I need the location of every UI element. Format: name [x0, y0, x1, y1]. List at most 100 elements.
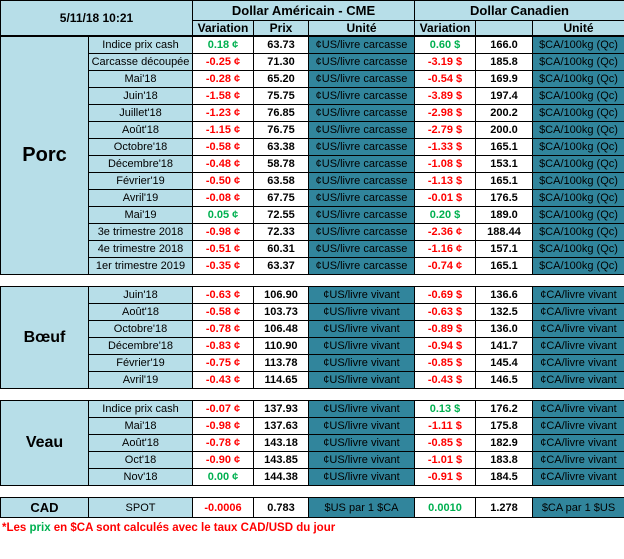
table-row: Octobre'18 -0.58 ¢ 63.38 ¢US/livre carcasse… — [1, 138, 624, 156]
variation-cad: -0.43 $ — [414, 371, 476, 389]
price-cad: 184.5 — [475, 468, 533, 486]
variation-usd: 0.00 ¢ — [192, 468, 254, 486]
price-usd: 67.75 — [253, 189, 309, 207]
variation-cad: -2.36 ¢ — [414, 223, 476, 241]
variation-usd: -0.58 ¢ — [192, 303, 254, 321]
price-cad: 141.7 — [475, 337, 533, 355]
row-label: Juin'18 — [88, 87, 193, 105]
unit-cad: ¢CA/livre vivant — [532, 303, 624, 321]
variation-usd: -0.78 ¢ — [192, 434, 254, 452]
row-label: Août'18 — [88, 434, 193, 452]
unit-cad: $CA par 1 $US — [532, 497, 624, 518]
price-cad: 189.0 — [475, 206, 533, 224]
table-row: Février'19 -0.50 ¢ 63.58 ¢US/livre carcasse… — [1, 172, 624, 190]
unit-cad: $CA/100kg (Qc) — [532, 36, 624, 54]
variation-cad: -3.19 $ — [414, 53, 476, 71]
row-label: Octobre'18 — [88, 320, 193, 338]
row-label: Nov'18 — [88, 468, 193, 486]
price-usd: 113.78 — [253, 354, 309, 372]
unit-usd: ¢US/livre vivant — [308, 371, 415, 389]
price-usd: 75.75 — [253, 87, 309, 105]
variation-cad: 0.20 $ — [414, 206, 476, 224]
table-row: Août'18 -1.15 ¢ 76.75 ¢US/livre carcasse -2.… — [1, 121, 624, 139]
row-label: Décembre'18 — [88, 337, 193, 355]
row-label: Indice prix cash — [88, 36, 193, 54]
row-label: Avril'19 — [88, 189, 193, 207]
unit-cad: ¢CA/livre vivant — [532, 400, 624, 418]
row-label: Mai'19 — [88, 206, 193, 224]
section-label-veau: Veau — [0, 400, 89, 486]
variation-cad: -0.89 $ — [414, 320, 476, 338]
unit-cad: $CA/100kg (Qc) — [532, 70, 624, 88]
table-row: Juillet'18 -1.23 ¢ 76.85 ¢US/livre carcasse… — [1, 104, 624, 122]
unit-cad: ¢CA/livre vivant — [532, 371, 624, 389]
price-cad: 176.2 — [475, 400, 533, 418]
price-cad: 188.44 — [475, 223, 533, 241]
table-row: 4e trimestre 2018 -0.51 ¢ 60.31 ¢US/livre c… — [1, 240, 624, 258]
price-usd: 58.78 — [253, 155, 309, 173]
price-usd: 106.48 — [253, 320, 309, 338]
datetime: 5/11/18 10:21 — [0, 0, 193, 36]
row-label: Octobre'18 — [88, 138, 193, 156]
table-row: Juin'18 -1.58 ¢ 75.75 ¢US/livre carcasse -3.… — [1, 87, 624, 105]
unit-cad: ¢CA/livre vivant — [532, 320, 624, 338]
variation-usd: 0.18 ¢ — [192, 36, 254, 54]
row-label: SPOT — [88, 497, 193, 518]
row-label: Oct'18 — [88, 451, 193, 469]
price-cad: 197.4 — [475, 87, 533, 105]
unit-usd: ¢US/livre carcasse — [308, 138, 415, 156]
variation-usd: -0.63 ¢ — [192, 286, 254, 304]
usd-column-title: Dollar Américain - CME — [191, 0, 416, 21]
row-label: Indice prix cash — [88, 400, 193, 418]
table-row: 3e trimestre 2018 -0.98 ¢ 72.33 ¢US/livre c… — [1, 223, 624, 241]
unit-cad: $CA/100kg (Qc) — [532, 104, 624, 122]
variation-usd: -0.58 ¢ — [192, 138, 254, 156]
unit-cad: $CA/100kg (Qc) — [532, 87, 624, 105]
unit-usd: ¢US/livre vivant — [308, 400, 415, 418]
row-label: Février'19 — [88, 354, 193, 372]
price-sections: Porc Indice prix cash 0.18 ¢ 63.73 ¢US/livre… — [0, 36, 624, 518]
unit-usd: ¢US/livre vivant — [308, 337, 415, 355]
variation-usd: -0.35 ¢ — [192, 257, 254, 275]
table-row: Porc Indice prix cash 0.18 ¢ 63.73 ¢US/livre… — [0, 36, 624, 275]
cad-column-title: Dollar Canadien — [414, 0, 624, 21]
header-row-columns: Variation Prix Unité Variation Unité — [1, 20, 624, 36]
unit-usd: ¢US/livre carcasse — [308, 70, 415, 88]
row-label: Août'18 — [88, 303, 193, 321]
unit-usd: ¢US/livre carcasse — [308, 257, 415, 275]
table-row: Carcasse découpée -0.25 ¢ 71.30 ¢US/livre c… — [1, 53, 624, 71]
table-row: Mai'19 0.05 ¢ 72.55 ¢US/livre carcasse 0.20 … — [1, 206, 624, 224]
footnote-text-highlight: prix — [29, 522, 51, 534]
unit-usd: ¢US/livre vivant — [308, 451, 415, 469]
table-row: 1er trimestre 2019 -0.35 ¢ 63.37 ¢US/livre … — [1, 257, 624, 275]
price-usd: 144.38 — [253, 468, 309, 486]
variation-cad: -0.69 $ — [414, 286, 476, 304]
price-usd: 76.85 — [253, 104, 309, 122]
price-usd: 106.90 — [253, 286, 309, 304]
table-row: Février'19 -0.75 ¢ 113.78 ¢US/livre vivant -… — [1, 354, 624, 372]
unit-cad: ¢CA/livre vivant — [532, 468, 624, 486]
row-label: Février'19 — [88, 172, 193, 190]
price-usd: 63.73 — [253, 36, 309, 54]
unit-usd: ¢US/livre vivant — [308, 417, 415, 435]
price-cad: 1.278 — [475, 497, 533, 518]
variation-usd: -0.75 ¢ — [192, 354, 254, 372]
price-cad: 182.9 — [475, 434, 533, 452]
table-row: Oct'18 -0.90 ¢ 143.85 ¢US/livre vivant -1.01… — [1, 451, 624, 469]
table-row: CAD SPOT -0.0006 0.783 $US par 1 $CA 0.0010 1.… — [0, 497, 624, 518]
table-row: Veau Indice prix cash -0.07 ¢ 137.93 ¢US/liv… — [0, 400, 624, 486]
unit-usd: ¢US/livre vivant — [308, 434, 415, 452]
variation-cad: -0.91 $ — [414, 468, 476, 486]
price-usd: 137.63 — [253, 417, 309, 435]
price-usd: 137.93 — [253, 400, 309, 418]
row-label: Décembre'18 — [88, 155, 193, 173]
unit-cad: $CA/100kg (Qc) — [532, 240, 624, 258]
variation-cad: -0.85 $ — [414, 434, 476, 452]
unit-usd: $US par 1 $CA — [308, 497, 415, 518]
unit-cad: $CA/100kg (Qc) — [532, 155, 624, 173]
price-cad: 166.0 — [475, 36, 533, 54]
price-usd: 72.33 — [253, 223, 309, 241]
variation-cad: -0.94 $ — [414, 337, 476, 355]
price-cad: 185.8 — [475, 53, 533, 71]
col-header-variation-usd: Variation — [192, 20, 254, 36]
